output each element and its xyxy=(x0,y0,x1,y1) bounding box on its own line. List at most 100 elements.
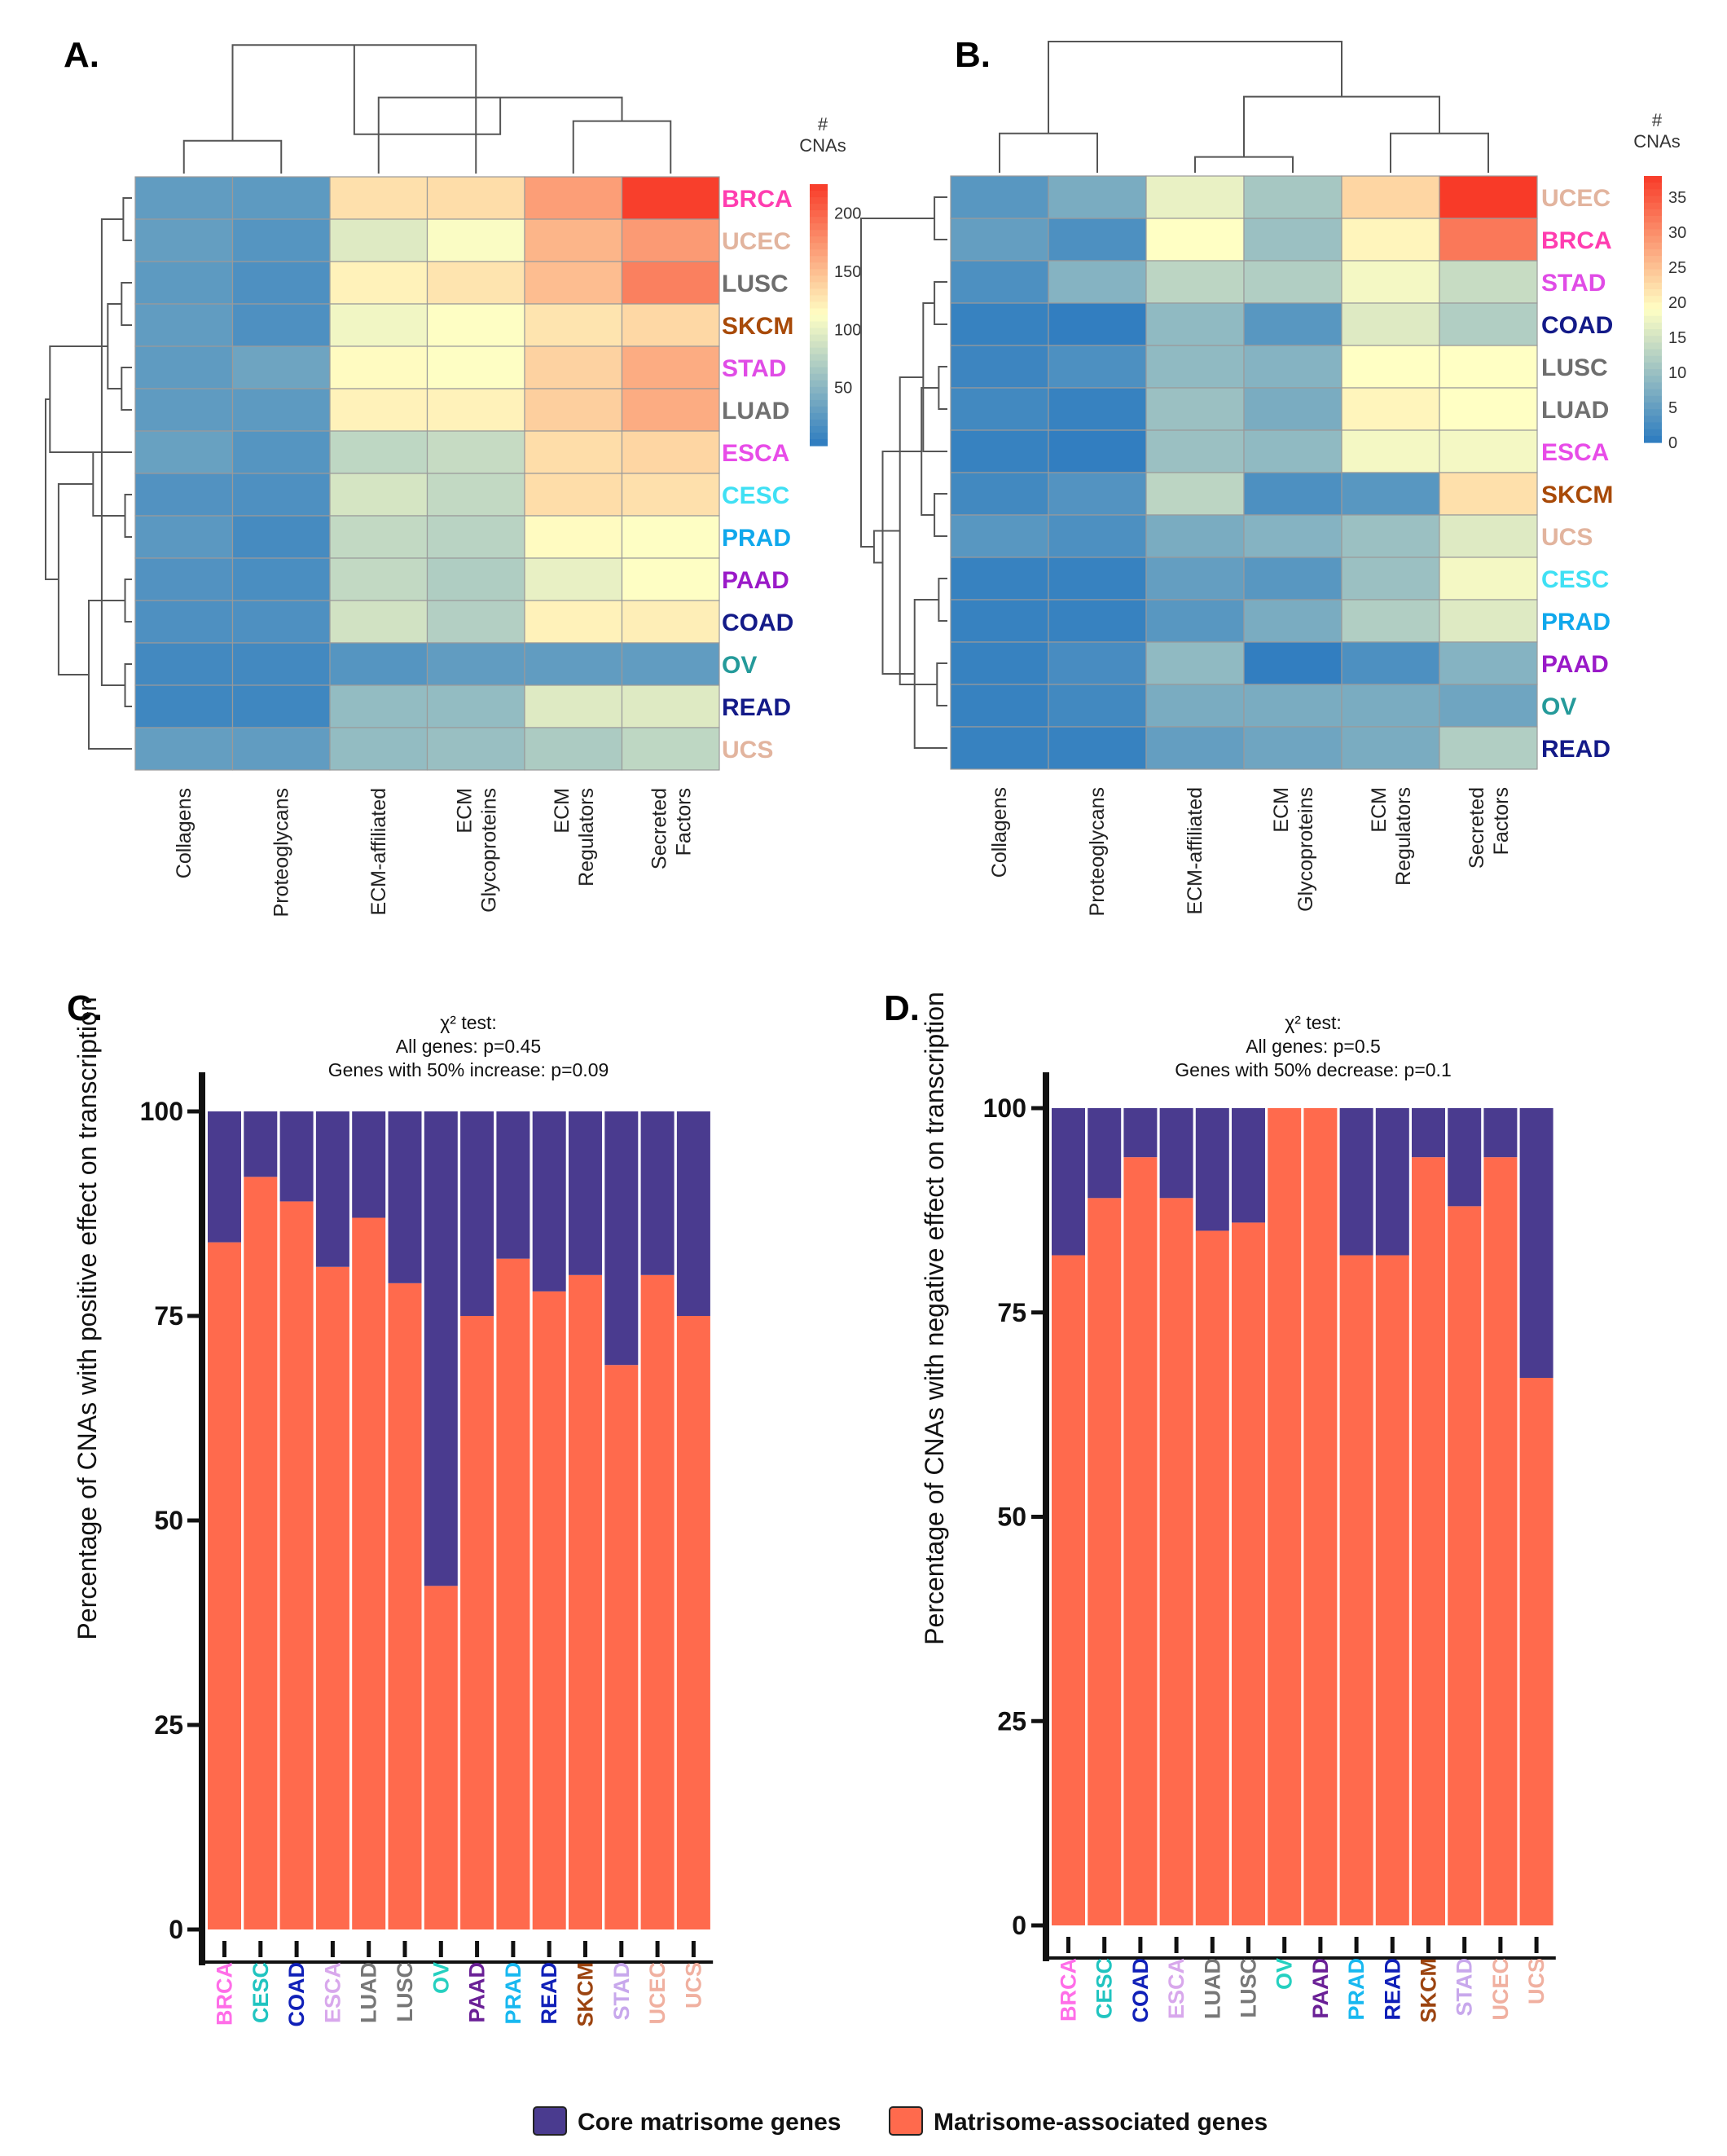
heat-cell-skcm-1 xyxy=(1048,472,1147,516)
colorbar-segment xyxy=(810,197,828,205)
heat-cell-skcm-4 xyxy=(524,303,623,347)
colorbar-segment xyxy=(1644,382,1662,390)
col-labels-a: Collagens Proteoglycans ECM-affiliated ECMG… xyxy=(173,788,696,917)
colorbar-segment xyxy=(1644,288,1662,297)
heat-cell-coad-4 xyxy=(524,600,623,644)
heat-cell-luad-5 xyxy=(621,388,720,432)
colorbar-segment xyxy=(1644,309,1662,317)
y-tick-label: 50 xyxy=(154,1506,183,1535)
row-dend-link xyxy=(860,218,935,548)
col-label-4: ECMRegulators xyxy=(1368,787,1415,886)
row-label-lusc: LUSC xyxy=(722,271,789,297)
x-label-ucs: UCS xyxy=(681,1962,705,2009)
heat-cell-brca-3 xyxy=(426,176,525,220)
heat-cell-skcm-0 xyxy=(134,303,234,347)
colorbar-segment xyxy=(1644,242,1662,250)
colorbar-segment xyxy=(1644,435,1662,443)
heat-cell-brca-4 xyxy=(1341,218,1440,262)
heat-cell-ucs-1 xyxy=(1048,514,1147,558)
colorbar-segment xyxy=(810,354,828,362)
heat-cell-stad-5 xyxy=(1439,260,1538,304)
colorbar-segment xyxy=(810,191,828,198)
x-label-stad: STAD xyxy=(609,1962,634,2021)
heat-cell-paad-2 xyxy=(329,557,428,601)
heat-cell-lusc-3 xyxy=(426,261,525,305)
colorbar-segment xyxy=(810,256,828,263)
bar-chart-d: χ² test: All genes: p=0.5 Genes with 50%… xyxy=(920,992,1556,2023)
row-label-stad: STAD xyxy=(1541,270,1606,297)
heat-cell-cesc-1 xyxy=(231,473,331,517)
heat-cell-cesc-5 xyxy=(621,473,720,517)
row-label-ucs: UCS xyxy=(722,737,773,763)
row-dendrogram-b xyxy=(860,196,947,749)
heat-cell-esca-0 xyxy=(134,430,234,474)
colorbar-segment xyxy=(810,334,828,342)
heat-cell-prad-4 xyxy=(524,515,623,559)
row-dendrogram-a xyxy=(45,197,132,750)
colorbar-segment xyxy=(1644,336,1662,343)
legend: Core matrisome genes Matrisome-associate… xyxy=(533,2106,1268,2136)
heat-cell-coad-3 xyxy=(1243,302,1342,346)
heat-cell-brca-2 xyxy=(1145,218,1245,262)
heat-cell-luad-3 xyxy=(426,388,525,432)
heat-cell-brca-2 xyxy=(329,176,428,220)
colorbar-segment xyxy=(810,204,828,211)
heat-cell-ucs-5 xyxy=(1439,514,1538,558)
heat-cell-esca-5 xyxy=(1439,429,1538,473)
heat-cell-read-3 xyxy=(1243,726,1342,770)
colorbar-segment xyxy=(810,386,828,394)
col-dend-link xyxy=(1048,41,1342,134)
col-label-line: Collagens xyxy=(988,787,1011,878)
heat-cell-luad-2 xyxy=(1145,387,1245,431)
col-label-line: Factors xyxy=(672,788,695,856)
y-tick-label: 25 xyxy=(154,1710,183,1740)
heat-cell-coad-5 xyxy=(1439,302,1538,346)
heat-cell-ov-0 xyxy=(134,642,234,686)
y-tick-label: 100 xyxy=(983,1093,1026,1123)
heat-cell-brca-3 xyxy=(1243,218,1342,262)
bar-core-skcm xyxy=(1412,1108,1445,1158)
y-tick-label: 0 xyxy=(169,1915,183,1944)
heat-cell-stad-4 xyxy=(524,345,623,389)
heat-cell-ov-1 xyxy=(231,642,331,686)
heat-cell-ucec-4 xyxy=(524,218,623,262)
heat-cell-cesc-3 xyxy=(1243,557,1342,601)
row-label-ucec: UCEC xyxy=(1541,185,1611,212)
colorbar-tick-label: 50 xyxy=(834,380,852,398)
bar-core-lusc xyxy=(388,1111,422,1283)
annotation-line-c-2: All genes: p=0.45 xyxy=(396,1036,541,1057)
colorbar-segment xyxy=(810,262,828,270)
y-axis-d: 0 25 50 75 100 xyxy=(983,1072,1556,1961)
col-label-1: Proteoglycans xyxy=(1086,787,1109,916)
heat-cell-ov-1 xyxy=(1048,684,1147,728)
panel-label-c: C. xyxy=(67,988,103,1028)
colorbar-segment xyxy=(810,399,828,407)
x-label-luad: LUAD xyxy=(357,1962,381,2023)
panel-label-d: D. xyxy=(884,988,920,1028)
bar-core-coad xyxy=(1123,1108,1158,1158)
col-label-line: ECM xyxy=(1368,787,1391,833)
x-label-ucec: UCEC xyxy=(1488,1958,1513,2021)
col-label-3: ECMGlycoproteins xyxy=(453,788,500,913)
bar-assoc-lusc xyxy=(1232,1222,1265,1925)
bar-assoc-ucs xyxy=(1519,1377,1553,1925)
heat-cell-stad-4 xyxy=(1341,260,1440,304)
panel-label-a: A. xyxy=(64,35,99,75)
heat-cell-read-2 xyxy=(329,684,428,728)
heat-cell-skcm-2 xyxy=(329,303,428,347)
heat-cell-read-5 xyxy=(621,684,720,728)
colorbar-segment xyxy=(810,347,828,355)
y-axis-c: 0 25 50 75 100 xyxy=(140,1072,714,1965)
heat-cell-brca-0 xyxy=(134,176,234,220)
colorbar-segment xyxy=(810,432,828,440)
row-label-ov: OV xyxy=(722,652,757,679)
row-dend-link xyxy=(45,398,59,580)
x-label-coad: COAD xyxy=(1128,1958,1153,2023)
heat-cell-esca-1 xyxy=(231,430,331,474)
col-label-3: ECMGlycoproteins xyxy=(1270,787,1317,912)
row-label-esca: ESCA xyxy=(1541,439,1609,466)
annotation-line-d-2: All genes: p=0.5 xyxy=(1246,1036,1381,1057)
heat-cell-ucs-3 xyxy=(426,727,525,771)
heat-cell-prad-3 xyxy=(1243,599,1342,643)
x-label-esca: ESCA xyxy=(1164,1958,1189,2019)
